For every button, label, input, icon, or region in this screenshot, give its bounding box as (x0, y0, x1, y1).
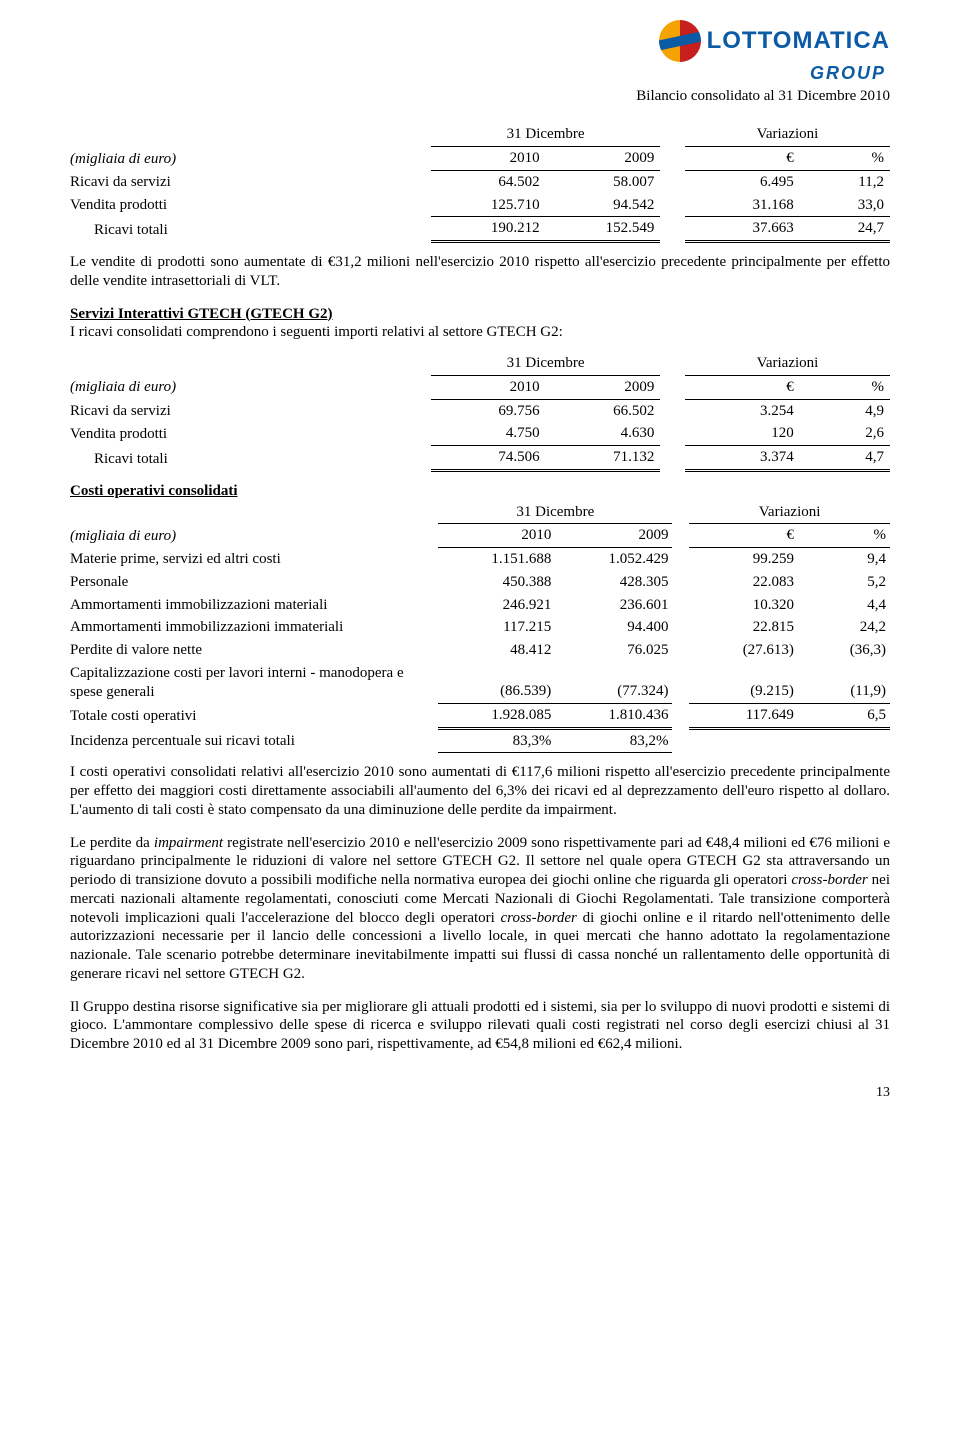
paragraph-ricerca: Il Gruppo destina risorse significative … (70, 998, 890, 1054)
col-pct: % (800, 147, 890, 171)
table-row-total: Ricavi totali 74.506 71.132 3.374 4,7 (70, 446, 890, 471)
table-ricavi-gtech: 31 Dicembre Variazioni (migliaia di euro… (70, 352, 890, 472)
section-title-gtech: Servizi Interattivi GTECH (GTECH G2) (70, 305, 890, 324)
table-row: Vendita prodotti 125.710 94.542 31.168 3… (70, 194, 890, 217)
logo-ball-icon (659, 20, 701, 62)
table-row-total: Ricavi totali 190.212 152.549 37.663 24,… (70, 217, 890, 242)
table-row: Ricavi da servizi 64.502 58.007 6.495 11… (70, 170, 890, 193)
table-row: Ricavi da servizi 69.756 66.502 3.254 4,… (70, 399, 890, 422)
col-2009: 2009 (546, 147, 661, 171)
paragraph-impairment: Le perdite da impairment registrate nell… (70, 834, 890, 984)
table-row: Personale 450.388 428.305 22.083 5,2 (70, 571, 890, 594)
logo-sub: GROUP (810, 62, 886, 85)
table-row-total: Totale costi operativi 1.928.085 1.810.4… (70, 703, 890, 728)
logo-region: LOTTOMATICA GROUP (70, 20, 890, 85)
col-eur: € (685, 147, 800, 171)
logo-word: LOTTOMATICA (707, 29, 890, 53)
table-row: Vendita prodotti 4.750 4.630 120 2,6 (70, 422, 890, 445)
col-group-31dic: 31 Dicembre (431, 123, 661, 146)
document-title: Bilancio consolidato al 31 Dicembre 2010 (70, 87, 890, 106)
table-row: Ammortamenti immobilizzazioni materiali … (70, 594, 890, 617)
table-row: Capitalizzazione costi per lavori intern… (70, 662, 890, 704)
section-intro-gtech: I ricavi consolidati comprendono i segue… (70, 323, 890, 342)
table-row-incidenza: Incidenza percentuale sui ricavi totali … (70, 728, 890, 753)
table-row: Perdite di valore nette 48.412 76.025 (2… (70, 639, 890, 662)
logo: LOTTOMATICA GROUP (659, 20, 890, 85)
row-header: (migliaia di euro) (70, 151, 176, 167)
table-row: Ammortamenti immobilizzazioni immaterial… (70, 616, 890, 639)
section-title-costi: Costi operativi consolidati (70, 482, 890, 501)
table-ricavi-1: 31 Dicembre Variazioni (migliaia di euro… (70, 123, 890, 243)
paragraph-vendite: Le vendite di prodotti sono aumentate di… (70, 253, 890, 291)
page-number: 13 (70, 1084, 890, 1102)
table-costi: 31 Dicembre Variazioni (migliaia di euro… (70, 501, 890, 754)
table-row: Materie prime, servizi ed altri costi 1.… (70, 548, 890, 571)
col-group-variazioni: Variazioni (685, 123, 890, 146)
col-2010: 2010 (431, 147, 546, 171)
paragraph-costi: I costi operativi consolidati relativi a… (70, 763, 890, 819)
